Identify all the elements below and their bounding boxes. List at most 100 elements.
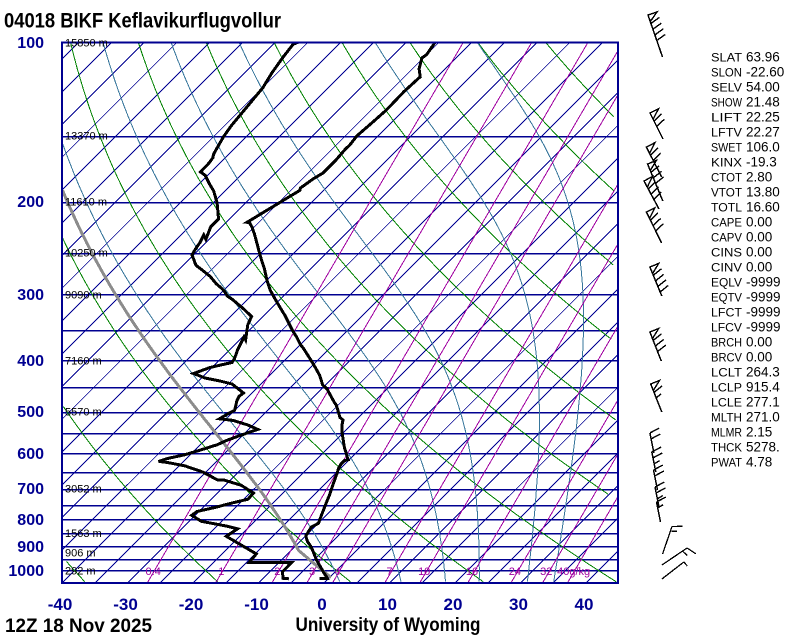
svg-text:400: 400	[17, 353, 44, 370]
svg-text:EQLV: EQLV	[711, 276, 742, 290]
svg-text:13370 m: 13370 m	[65, 131, 108, 143]
svg-text:300: 300	[17, 287, 44, 304]
svg-text:CAPE: CAPE	[711, 216, 742, 230]
svg-text:-22.60: -22.60	[746, 65, 784, 80]
svg-text:LCLP: LCLP	[711, 381, 742, 395]
svg-text:SLON: SLON	[711, 66, 742, 80]
svg-text:LIFT: LIFT	[711, 111, 743, 125]
svg-text:4.78: 4.78	[746, 455, 772, 470]
svg-text:-10: -10	[244, 595, 269, 614]
svg-text:CAPV: CAPV	[711, 231, 742, 245]
svg-text:30: 30	[509, 595, 528, 614]
svg-text:16: 16	[466, 566, 478, 578]
svg-text:906 m: 906 m	[65, 548, 96, 560]
svg-text:2: 2	[274, 566, 280, 578]
svg-text:0.00: 0.00	[746, 245, 772, 260]
svg-text:7: 7	[386, 566, 392, 578]
svg-text:04018 BIKF Keflavikurflugvollu: 04018 BIKF Keflavikurflugvollur	[4, 9, 282, 33]
svg-text:LCLT: LCLT	[711, 366, 743, 380]
svg-text:40: 40	[575, 595, 594, 614]
svg-text:5570 m: 5570 m	[65, 407, 102, 419]
svg-text:THCK: THCK	[711, 441, 742, 455]
svg-text:10: 10	[378, 595, 397, 614]
svg-text:12Z 18 Nov 2025: 12Z 18 Nov 2025	[5, 616, 152, 637]
svg-text:University of Wyoming: University of Wyoming	[296, 615, 481, 636]
svg-text:20: 20	[444, 595, 463, 614]
svg-text:PWAT: PWAT	[711, 456, 743, 470]
svg-text:700: 700	[17, 481, 44, 498]
svg-text:LFCV: LFCV	[711, 321, 742, 335]
svg-text:21.48: 21.48	[746, 95, 780, 110]
svg-text:10: 10	[418, 566, 430, 578]
svg-text:0.00: 0.00	[746, 230, 772, 245]
svg-text:2.80: 2.80	[746, 170, 772, 185]
svg-text:SHOW: SHOW	[711, 96, 743, 110]
svg-text:32: 32	[540, 566, 552, 578]
svg-text:3: 3	[309, 566, 315, 578]
svg-text:-9999: -9999	[746, 320, 781, 335]
svg-text:SELV: SELV	[711, 81, 742, 95]
svg-text:-20: -20	[179, 595, 204, 614]
svg-text:KINX: KINX	[711, 156, 742, 170]
svg-text:-9999: -9999	[746, 275, 781, 290]
svg-text:13.80: 13.80	[746, 185, 780, 200]
svg-text:5278.: 5278.	[746, 440, 780, 455]
svg-text:22.25: 22.25	[746, 110, 780, 125]
svg-text:63.96: 63.96	[746, 50, 780, 65]
svg-text:1000: 1000	[8, 563, 44, 580]
svg-text:-9999: -9999	[746, 305, 781, 320]
svg-text:-30: -30	[113, 595, 138, 614]
svg-text:277.1: 277.1	[746, 395, 780, 410]
svg-text:MLMR: MLMR	[711, 426, 742, 440]
svg-text:22.27: 22.27	[746, 125, 780, 140]
svg-text:MLTH: MLTH	[711, 411, 742, 425]
svg-text:54.00: 54.00	[746, 80, 780, 95]
svg-text:1563 m: 1563 m	[65, 528, 102, 540]
svg-text:600: 600	[17, 446, 44, 463]
svg-text:900: 900	[17, 539, 44, 556]
svg-text:LCLE: LCLE	[711, 396, 742, 410]
svg-text:-19.3: -19.3	[746, 155, 777, 170]
svg-text:CINV: CINV	[711, 261, 742, 275]
svg-text:0.00: 0.00	[746, 215, 772, 230]
svg-text:100: 100	[17, 35, 44, 52]
svg-text:LFTV: LFTV	[711, 126, 742, 140]
svg-text:VTOT: VTOT	[711, 186, 743, 200]
svg-text:0.4: 0.4	[146, 566, 161, 578]
svg-text:264.3: 264.3	[746, 365, 780, 380]
svg-text:7160 m: 7160 m	[65, 355, 102, 367]
svg-text:0.00: 0.00	[746, 260, 772, 275]
svg-text:15850 m: 15850 m	[65, 38, 108, 50]
svg-text:2.15: 2.15	[746, 425, 772, 440]
svg-text:0.00: 0.00	[746, 335, 772, 350]
svg-text:800: 800	[17, 512, 44, 529]
svg-text:0: 0	[317, 595, 326, 614]
svg-text:TOTL: TOTL	[711, 201, 742, 215]
svg-text:40g/kg: 40g/kg	[557, 566, 590, 578]
svg-text:4: 4	[334, 566, 340, 578]
svg-text:0.00: 0.00	[746, 350, 772, 365]
svg-text:16.60: 16.60	[746, 200, 780, 215]
svg-text:292 m: 292 m	[65, 566, 96, 578]
svg-text:106.0: 106.0	[746, 140, 780, 155]
svg-text:1: 1	[218, 566, 224, 578]
svg-text:CINS: CINS	[711, 246, 742, 260]
svg-text:EQTV: EQTV	[711, 291, 742, 305]
svg-text:24: 24	[509, 566, 521, 578]
svg-text:915.4: 915.4	[746, 380, 780, 395]
svg-text:200: 200	[17, 194, 44, 211]
svg-text:-9999: -9999	[746, 290, 781, 305]
svg-text:SLAT: SLAT	[711, 51, 743, 65]
svg-text:BRCV: BRCV	[711, 351, 742, 365]
svg-text:CTOT: CTOT	[711, 171, 743, 185]
svg-text:SWET: SWET	[711, 141, 743, 155]
svg-text:500: 500	[17, 404, 44, 421]
svg-text:-40: -40	[48, 595, 73, 614]
svg-text:LFCT: LFCT	[711, 306, 743, 320]
svg-text:3052 m: 3052 m	[65, 484, 102, 496]
svg-text:271.0: 271.0	[746, 410, 780, 425]
svg-text:BRCH: BRCH	[711, 336, 742, 350]
svg-text:9090 m: 9090 m	[65, 290, 102, 302]
svg-text:11610 m: 11610 m	[65, 197, 107, 209]
svg-text:10250 m: 10250 m	[65, 248, 108, 260]
